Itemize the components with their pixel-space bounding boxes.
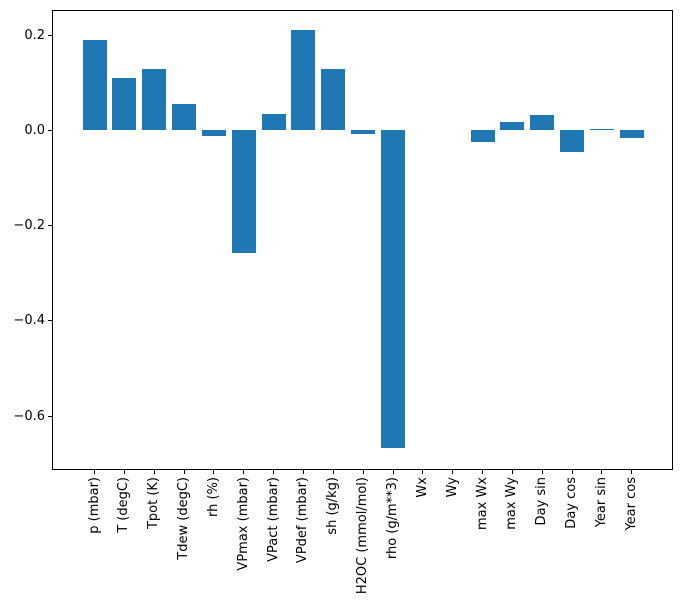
y-tick-label: 0.2 [24, 27, 45, 43]
y-tick-label: −0.6 [13, 408, 45, 424]
y-tick-mark [48, 320, 52, 322]
x-tick-mark [94, 470, 95, 474]
bar-max-wx [470, 130, 495, 143]
x-tick-label-p-mbar: p (mbar) [86, 477, 102, 534]
bar-rh [201, 130, 226, 137]
x-tick-mark [571, 470, 573, 474]
y-tick-label: −0.4 [13, 313, 45, 329]
x-tick-label-day-sin: Day sin [534, 477, 550, 526]
y-tick-mark [48, 225, 52, 227]
x-tick-mark [123, 470, 125, 474]
plot-area [52, 10, 673, 470]
bar-p-mbar [82, 39, 107, 131]
x-tick-mark [482, 470, 484, 474]
x-tick-label-max-wy: max Wy [504, 477, 520, 530]
x-tick-label-max-wx: max Wx [474, 477, 490, 531]
x-tick-mark [153, 470, 155, 474]
x-tick-label-vpmax-mbar: VPmax (mbar) [235, 477, 251, 571]
x-tick-mark [213, 470, 215, 474]
x-tick-label-t-degc: T (degC) [116, 477, 132, 533]
x-tick-mark [273, 470, 275, 474]
x-tick-mark [243, 470, 245, 474]
bar-day-cos [560, 130, 585, 153]
x-tick-label-sh-g-kg: sh (g/kg) [325, 477, 341, 535]
bar-vpmax-mbar [231, 130, 256, 254]
bar-tpot-k [142, 69, 167, 131]
y-tick-mark [48, 34, 52, 36]
x-tick-mark [392, 470, 394, 474]
x-tick-label-wx: Wx [414, 477, 430, 498]
x-tick-label-vpdef-mbar: VPdef (mbar) [295, 477, 311, 564]
x-tick-mark [422, 470, 424, 474]
bar-day-sin [530, 114, 555, 131]
x-tick-label-wy: Wy [444, 477, 460, 498]
bar-vpdef-mbar [291, 30, 316, 131]
x-tick-label-vpact-mbar: VPact (mbar) [265, 477, 281, 562]
x-tick-mark [332, 470, 334, 474]
y-tick-mark [48, 415, 52, 417]
y-tick-label: 0.0 [24, 122, 45, 138]
bar-year-sin [589, 128, 614, 131]
y-tick-label: −0.2 [13, 218, 45, 234]
x-tick-label-rh: rh (%) [205, 477, 221, 517]
bar-h2oc-mmol-mol [351, 130, 376, 135]
x-tick-label-year-sin: Year sin [593, 477, 609, 528]
x-tick-mark [452, 470, 454, 474]
x-tick-mark [302, 470, 304, 474]
x-tick-label-tpot-k: Tpot (K) [146, 477, 162, 530]
bar-t-degc [112, 77, 137, 131]
bar-max-wy [500, 122, 525, 131]
bar-tdew-degc [172, 104, 197, 131]
x-tick-mark [631, 470, 633, 474]
x-tick-mark [541, 470, 543, 474]
bar-vpact-mbar [261, 113, 286, 131]
x-tick-mark [183, 470, 185, 474]
x-tick-label-rho-g-m-3: rho (g/m**3) [385, 477, 400, 560]
x-tick-mark [511, 470, 513, 474]
bar-year-cos [619, 130, 644, 138]
x-tick-mark [601, 470, 603, 474]
x-tick-label-tdew-degc: Tdew (degC) [176, 477, 192, 560]
bar-sh-g-kg [321, 69, 346, 131]
x-tick-label-day-cos: Day cos [564, 477, 580, 529]
x-tick-label-year-cos: Year cos [623, 477, 639, 531]
x-tick-mark [362, 470, 364, 474]
bar-rho-g-m-3 [381, 130, 405, 449]
y-tick-mark [48, 129, 52, 131]
x-tick-label-h2oc-mmol-mol: H2OC (mmol/mol) [355, 477, 371, 595]
